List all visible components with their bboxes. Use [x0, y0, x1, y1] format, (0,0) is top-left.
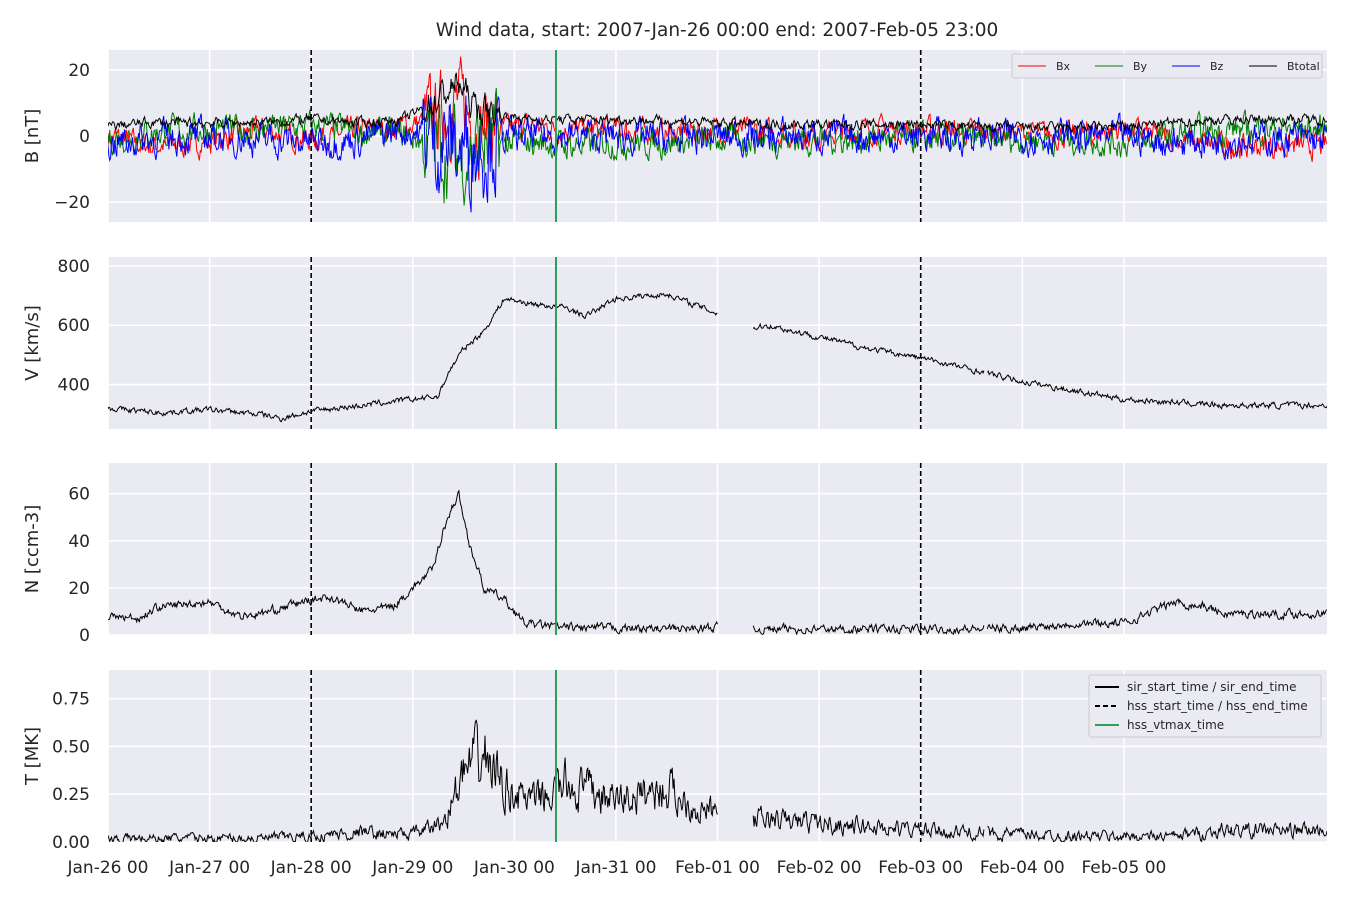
y-tick-label: 40 — [68, 532, 90, 552]
x-tick-label: Jan-31 00 — [574, 858, 656, 878]
x-tick-label: Jan-30 00 — [473, 858, 555, 878]
y-tick-label: 800 — [58, 257, 90, 277]
legend-label: Btotal — [1287, 60, 1320, 73]
y-tick-label: 20 — [68, 61, 90, 81]
y-tick-label: 0.50 — [52, 737, 90, 757]
x-tick-label: Feb-05 00 — [1081, 858, 1166, 878]
y-tick-label: 60 — [68, 485, 90, 505]
y-axis-label: B [nT] — [22, 109, 43, 164]
x-tick-label: Jan-28 00 — [270, 858, 352, 878]
y-tick-label: 20 — [68, 579, 90, 599]
series-line — [108, 489, 1327, 635]
series-line-btotal — [108, 72, 1327, 134]
legend-label: Bz — [1210, 60, 1224, 73]
y-axis-label: V [km/s] — [22, 305, 43, 380]
panel-1: 20 0 −20 B [nT] Bx By Bz Btotal — [22, 50, 1327, 222]
series-line-bz — [108, 95, 1327, 213]
y-tick-label: 0 — [79, 127, 90, 147]
chart-title: Wind data, start: 2007-Jan-26 00:00 end:… — [436, 20, 999, 41]
y-tick-label: 0.75 — [52, 690, 90, 710]
series-line — [108, 719, 1327, 842]
y-tick-label: 600 — [58, 316, 90, 336]
event-legend: sir_start_time / sir_end_time hss_start_t… — [1088, 674, 1322, 738]
panel-2: 800 600 400 V [km/s] — [22, 257, 1327, 429]
legend-label: Bx — [1056, 60, 1071, 73]
legend-frame — [1088, 674, 1322, 738]
x-axis: Jan-26 00 Jan-27 00 Jan-28 00 Jan-29 00 Jan-… — [66, 858, 1166, 878]
y-tick-label: 0.25 — [52, 785, 90, 805]
b-legend: Bx By Bz Btotal — [1011, 53, 1323, 79]
legend-label: By — [1133, 60, 1148, 73]
series-group — [108, 489, 1327, 635]
y-tick-label: 400 — [58, 376, 90, 396]
panel-3: 60 40 20 0 N [ccm-3] — [22, 463, 1327, 646]
x-tick-label: Feb-02 00 — [777, 858, 862, 878]
series-group — [108, 719, 1327, 842]
x-tick-label: Jan-26 00 — [66, 858, 148, 878]
y-axis-label: T [MK] — [22, 727, 43, 786]
x-tick-label: Jan-29 00 — [371, 858, 453, 878]
y-tick-label: −20 — [54, 193, 90, 213]
x-tick-label: Feb-01 00 — [675, 858, 760, 878]
series-group — [108, 292, 1327, 423]
x-tick-label: Feb-04 00 — [980, 858, 1065, 878]
legend-label: sir_start_time / sir_end_time — [1127, 680, 1297, 694]
series-line — [108, 292, 1327, 423]
panel-4: 0.75 0.50 0.25 0.00 T [MK] sir_start_time / s… — [22, 670, 1327, 853]
legend-label: hss_vtmax_time — [1127, 718, 1224, 732]
y-tick-label: 0 — [79, 626, 90, 646]
legend-label: hss_start_time / hss_end_time — [1127, 699, 1308, 713]
x-tick-label: Feb-03 00 — [878, 858, 963, 878]
y-tick-label: 0.00 — [52, 833, 90, 853]
y-axis-label: N [ccm-3] — [22, 505, 43, 594]
legend-frame — [1011, 53, 1323, 79]
x-tick-label: Jan-27 00 — [168, 858, 250, 878]
